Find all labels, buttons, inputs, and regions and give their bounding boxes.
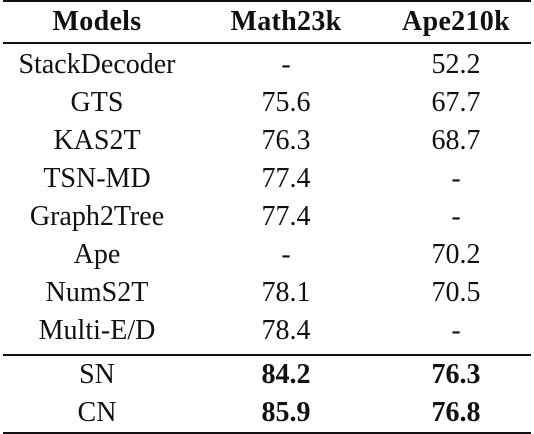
table-row: SN 84.2 76.3	[3, 354, 531, 394]
results-table: Models Math23k Ape210k StackDecoder - 52…	[3, 0, 531, 434]
ape210k-score: 67.7	[431, 87, 481, 118]
table-row: Graph2Tree 77.4 -	[3, 198, 531, 236]
math23k-score: 76.3	[261, 125, 311, 156]
table-row: NumS2T 78.1 70.5	[3, 274, 531, 312]
math23k-score: 84.2	[191, 354, 381, 394]
table-row: GTS 75.6 67.7	[3, 84, 531, 122]
table-row: CN 85.9 76.8	[3, 394, 531, 434]
header-row: Models Math23k Ape210k	[3, 0, 531, 44]
model-name: SN	[3, 354, 191, 394]
model-name: KAS2T	[53, 125, 141, 156]
math23k-score: 77.4	[261, 163, 311, 194]
table-body: StackDecoder - 52.2 GTS 75.6 67.7 KAS2T …	[3, 43, 531, 434]
table-row: KAS2T 76.3 68.7	[3, 122, 531, 160]
ape210k-score: 70.5	[431, 277, 481, 308]
table-row: Ape - 70.2	[3, 236, 531, 274]
model-name: CN	[3, 394, 191, 434]
header-math23k: Math23k	[191, 0, 381, 44]
math23k-score: -	[281, 239, 291, 270]
ape210k-score: -	[451, 201, 461, 232]
header-models: Models	[3, 0, 191, 44]
model-name: TSN-MD	[43, 163, 151, 194]
model-name: GTS	[70, 87, 124, 118]
ape210k-score: 76.3	[381, 354, 531, 394]
ape210k-score: -	[451, 163, 461, 194]
table-header: Models Math23k Ape210k	[3, 0, 531, 44]
ape210k-score: 70.2	[431, 239, 481, 270]
ape210k-score: 76.8	[381, 394, 531, 434]
model-name: Ape	[73, 239, 121, 270]
model-name: Multi-E/D	[38, 315, 156, 346]
math23k-score: 77.4	[261, 201, 311, 232]
ape210k-score: -	[451, 315, 461, 346]
math23k-score: 78.1	[261, 277, 311, 308]
model-name: Graph2Tree	[29, 201, 165, 232]
math23k-score: 85.9	[191, 394, 381, 434]
table-row: StackDecoder - 52.2	[3, 43, 531, 84]
table-row: TSN-MD 77.4 -	[3, 160, 531, 198]
model-name: StackDecoder	[18, 49, 176, 80]
ape210k-score: 68.7	[431, 125, 481, 156]
ape210k-score: 52.2	[431, 49, 481, 80]
math23k-score: -	[281, 49, 291, 80]
header-ape210k: Ape210k	[381, 0, 531, 44]
math23k-score: 78.4	[261, 315, 311, 346]
table-row: Multi-E/D 78.4 -	[3, 312, 531, 355]
math23k-score: 75.6	[261, 87, 311, 118]
model-name: NumS2T	[45, 277, 149, 308]
